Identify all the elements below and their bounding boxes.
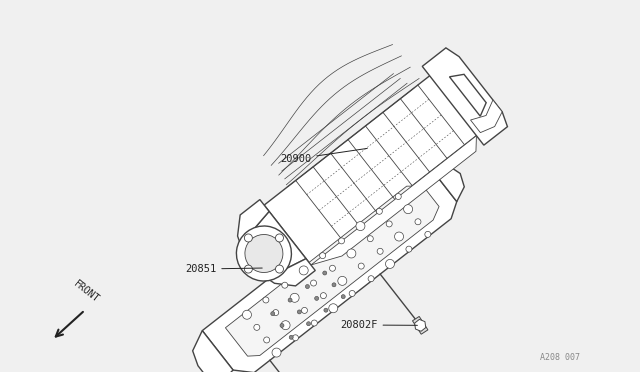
- Polygon shape: [432, 165, 464, 202]
- Circle shape: [301, 307, 307, 314]
- Ellipse shape: [236, 226, 291, 281]
- Circle shape: [425, 231, 431, 237]
- Circle shape: [243, 310, 252, 319]
- Circle shape: [290, 293, 299, 302]
- Circle shape: [319, 253, 326, 259]
- Circle shape: [315, 296, 319, 300]
- Circle shape: [254, 324, 260, 330]
- Circle shape: [386, 221, 392, 227]
- Circle shape: [310, 280, 317, 286]
- Circle shape: [305, 285, 309, 289]
- Circle shape: [273, 310, 279, 315]
- Polygon shape: [470, 100, 502, 132]
- Circle shape: [329, 304, 338, 313]
- Circle shape: [280, 324, 284, 327]
- Circle shape: [377, 248, 383, 254]
- Text: 20802F: 20802F: [0, 371, 1, 372]
- Circle shape: [358, 263, 364, 269]
- Circle shape: [298, 310, 301, 314]
- Polygon shape: [237, 199, 316, 286]
- Circle shape: [244, 234, 252, 242]
- Polygon shape: [252, 211, 306, 270]
- Text: 20802F: 20802F: [340, 320, 417, 330]
- Circle shape: [415, 219, 421, 225]
- Circle shape: [323, 271, 327, 275]
- Circle shape: [272, 348, 281, 357]
- Circle shape: [330, 265, 335, 271]
- Circle shape: [288, 298, 292, 302]
- Text: A208 007: A208 007: [540, 353, 580, 362]
- Polygon shape: [202, 167, 457, 372]
- Circle shape: [356, 222, 365, 231]
- Circle shape: [394, 232, 404, 241]
- Circle shape: [324, 308, 328, 312]
- Circle shape: [271, 312, 275, 315]
- Circle shape: [349, 291, 355, 296]
- Polygon shape: [449, 74, 486, 116]
- Circle shape: [396, 193, 401, 199]
- Circle shape: [332, 283, 336, 287]
- Circle shape: [341, 295, 345, 299]
- Polygon shape: [225, 186, 439, 356]
- Circle shape: [406, 246, 412, 252]
- Circle shape: [307, 322, 310, 326]
- Circle shape: [385, 259, 394, 269]
- Circle shape: [281, 321, 290, 330]
- Text: 20851: 20851: [185, 264, 262, 274]
- Circle shape: [292, 335, 298, 341]
- Circle shape: [339, 238, 344, 244]
- Circle shape: [244, 265, 252, 273]
- Circle shape: [311, 320, 317, 326]
- Circle shape: [300, 266, 308, 275]
- Polygon shape: [413, 317, 428, 334]
- Circle shape: [367, 236, 373, 242]
- Polygon shape: [422, 48, 508, 145]
- Text: FRONT: FRONT: [72, 279, 101, 305]
- Circle shape: [289, 335, 293, 339]
- Circle shape: [275, 234, 284, 242]
- Polygon shape: [193, 331, 233, 372]
- Circle shape: [347, 249, 356, 258]
- Polygon shape: [264, 76, 480, 265]
- Polygon shape: [415, 320, 426, 331]
- Circle shape: [282, 282, 288, 288]
- Circle shape: [404, 205, 413, 214]
- Circle shape: [321, 293, 326, 299]
- Text: 20900: 20900: [280, 148, 367, 164]
- Ellipse shape: [245, 234, 283, 273]
- Polygon shape: [311, 136, 476, 265]
- Circle shape: [368, 276, 374, 282]
- Circle shape: [376, 208, 382, 214]
- Circle shape: [263, 297, 269, 303]
- Circle shape: [264, 337, 269, 343]
- Circle shape: [275, 265, 284, 273]
- Circle shape: [338, 276, 347, 285]
